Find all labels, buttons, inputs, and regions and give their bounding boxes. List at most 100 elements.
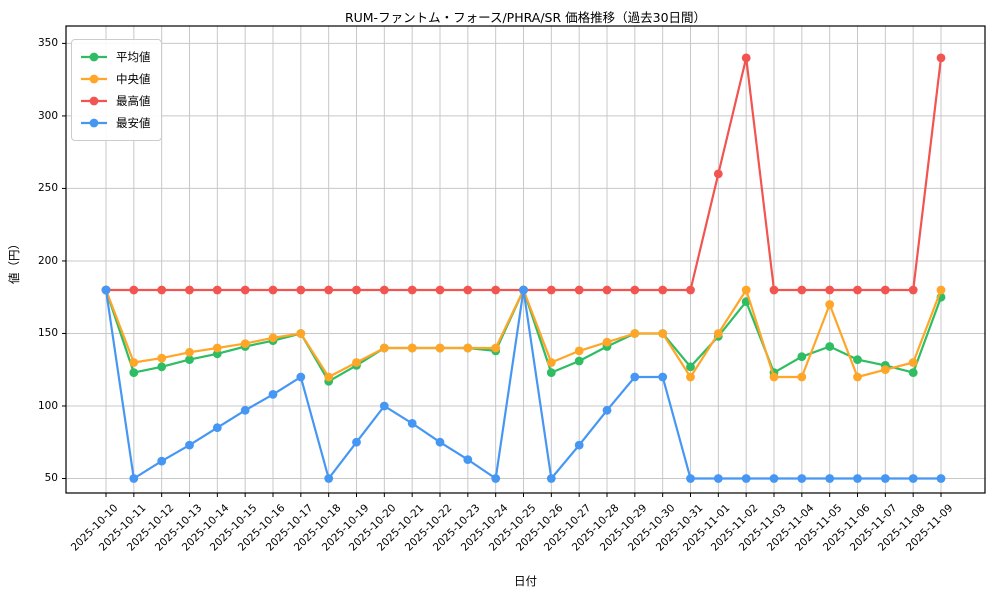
data-point-max bbox=[825, 285, 835, 295]
data-point-max bbox=[212, 285, 222, 295]
series-min bbox=[101, 285, 946, 483]
data-point-median bbox=[908, 358, 918, 367]
data-point-min bbox=[324, 474, 334, 483]
data-point-max bbox=[407, 285, 417, 295]
data-point-median bbox=[491, 343, 501, 353]
data-point-max bbox=[324, 285, 334, 295]
tick-marks bbox=[62, 42, 942, 497]
data-point-min bbox=[825, 474, 835, 483]
data-point-median bbox=[853, 372, 862, 382]
data-point-max bbox=[630, 285, 640, 295]
data-point-median bbox=[686, 372, 695, 382]
data-point-max bbox=[713, 169, 723, 179]
data-point-min bbox=[574, 440, 584, 450]
data-point-max bbox=[185, 285, 194, 295]
data-point-median bbox=[407, 343, 417, 353]
data-point-median bbox=[630, 329, 640, 338]
legend-marker-average-icon bbox=[81, 52, 107, 62]
data-point-min bbox=[101, 285, 111, 295]
data-point-min bbox=[546, 474, 556, 483]
data-point-median bbox=[352, 358, 361, 367]
y-tick-label: 350 bbox=[37, 37, 58, 50]
data-point-average bbox=[546, 368, 556, 377]
data-point-average bbox=[686, 362, 695, 372]
data-point-min bbox=[491, 474, 501, 483]
data-point-min bbox=[212, 423, 222, 433]
data-point-min bbox=[602, 405, 612, 415]
data-point-average bbox=[825, 342, 835, 351]
data-point-median bbox=[379, 343, 389, 353]
data-point-min bbox=[797, 474, 807, 483]
data-point-min bbox=[379, 401, 389, 411]
data-point-max bbox=[686, 285, 695, 295]
data-point-median bbox=[825, 300, 835, 309]
data-point-median bbox=[212, 343, 222, 353]
data-point-max bbox=[129, 285, 139, 295]
y-axis-label: 値（円） bbox=[7, 238, 21, 284]
data-point-max bbox=[379, 285, 389, 295]
data-point-max bbox=[741, 53, 751, 63]
data-point-min bbox=[240, 405, 250, 415]
data-point-average bbox=[157, 362, 167, 372]
y-tick-label: 50 bbox=[44, 472, 58, 485]
data-point-max bbox=[352, 285, 361, 295]
data-point-median bbox=[324, 372, 334, 382]
data-point-average bbox=[797, 352, 807, 362]
data-point-min bbox=[713, 474, 723, 483]
legend-marker-max-icon bbox=[81, 96, 107, 106]
data-point-median bbox=[463, 343, 473, 353]
data-point-average bbox=[185, 355, 194, 364]
data-point-max bbox=[435, 285, 445, 295]
legend-marker-min-icon bbox=[81, 118, 107, 128]
legend: 平均値中央値最高値最安値 bbox=[71, 39, 162, 141]
x-axis-label: 日付 bbox=[514, 574, 537, 588]
legend-item-min: 最安値 bbox=[80, 112, 151, 134]
data-point-median bbox=[129, 358, 139, 367]
data-point-min bbox=[741, 474, 751, 483]
data-point-min bbox=[157, 456, 167, 466]
data-point-max bbox=[853, 285, 862, 295]
data-point-max bbox=[880, 285, 890, 295]
y-tick-label: 300 bbox=[37, 109, 58, 122]
legend-item-median: 中央値 bbox=[80, 68, 151, 90]
data-point-min bbox=[686, 474, 695, 483]
data-point-max bbox=[240, 285, 250, 295]
legend-item-average: 平均値 bbox=[80, 46, 151, 68]
legend-label-median: 中央値 bbox=[116, 72, 151, 86]
data-point-median bbox=[936, 285, 946, 295]
data-point-min bbox=[463, 455, 473, 464]
data-point-min bbox=[908, 474, 918, 483]
chart-title: RUM-ファントム・フォース/PHRA/SR 価格推移（過去30日間） bbox=[344, 10, 707, 25]
data-point-max bbox=[463, 285, 473, 295]
data-point-min bbox=[853, 474, 862, 483]
data-point-median bbox=[797, 372, 807, 382]
data-point-average bbox=[908, 368, 918, 377]
data-point-average bbox=[853, 355, 862, 364]
legend-item-max: 最高値 bbox=[80, 90, 151, 112]
data-point-max bbox=[268, 285, 278, 295]
y-tick-label: 250 bbox=[37, 182, 58, 195]
y-tick-label: 100 bbox=[37, 399, 58, 412]
data-point-min bbox=[352, 437, 361, 447]
data-point-min bbox=[936, 474, 946, 483]
legend-marker-median-icon bbox=[81, 74, 107, 84]
data-point-min bbox=[880, 474, 890, 483]
data-point-median bbox=[769, 372, 779, 382]
data-point-max bbox=[602, 285, 612, 295]
data-point-min bbox=[296, 372, 306, 382]
data-point-median bbox=[602, 337, 612, 347]
data-point-max bbox=[546, 285, 556, 295]
data-point-min bbox=[435, 437, 445, 447]
data-point-average bbox=[574, 356, 584, 366]
series-median bbox=[101, 285, 946, 382]
axes-box bbox=[65, 25, 986, 494]
data-point-median bbox=[741, 285, 751, 295]
y-tick-label: 150 bbox=[37, 327, 58, 340]
data-point-min bbox=[658, 372, 668, 382]
data-point-max bbox=[491, 285, 501, 295]
data-point-median bbox=[157, 353, 167, 363]
legend-label-max: 最高値 bbox=[116, 94, 151, 108]
data-point-max bbox=[574, 285, 584, 295]
data-point-median bbox=[296, 329, 306, 338]
